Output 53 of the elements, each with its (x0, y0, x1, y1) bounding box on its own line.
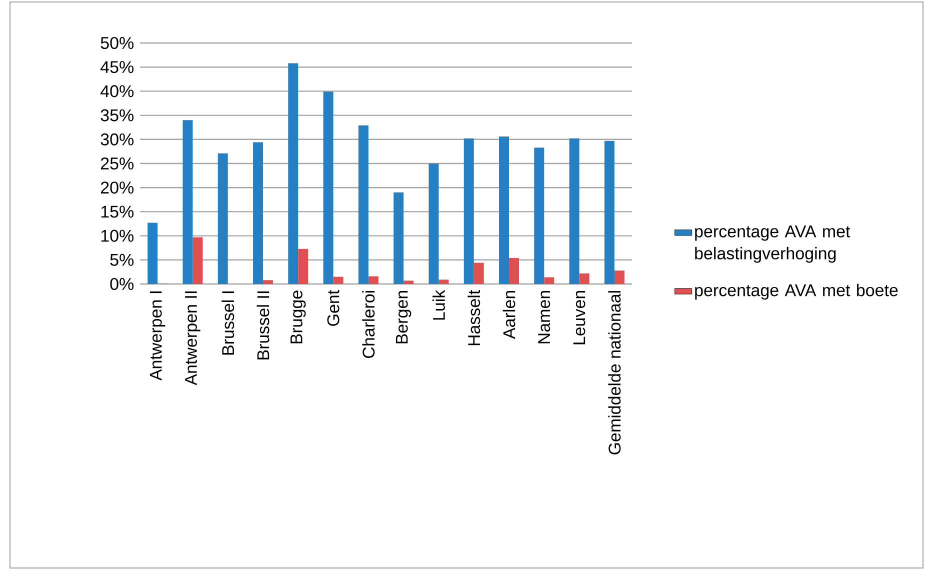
x-tick-label: Leuven (573, 290, 586, 344)
bar (323, 92, 334, 284)
bar (509, 258, 520, 284)
bar (534, 148, 544, 284)
y-tick-label: 50% (100, 36, 134, 50)
y-tick-label: 35% (100, 109, 134, 122)
bar (182, 120, 193, 284)
bar (192, 237, 203, 284)
y-tick-label: 10% (101, 230, 134, 242)
x-tick-label: Aarlen (502, 290, 516, 339)
bar (464, 138, 474, 284)
bar (288, 63, 298, 284)
bar (253, 142, 264, 284)
x-tick-label: Brussel II (256, 291, 270, 360)
x-tick-label: Luik (432, 290, 445, 320)
x-tick-label: Brussel I (222, 291, 234, 355)
bar (263, 280, 274, 284)
y-tick-label: 40% (100, 85, 134, 98)
y-tick-label: 25% (100, 157, 134, 170)
bar (148, 222, 158, 284)
bar (218, 153, 228, 284)
y-tick-label: 5% (110, 254, 134, 266)
bar (438, 280, 449, 284)
bar (404, 280, 414, 284)
x-tick-label: Namen (538, 290, 550, 344)
bar (499, 136, 510, 284)
bar (569, 138, 580, 284)
bar (428, 164, 439, 284)
bar (394, 192, 404, 284)
bar (579, 273, 590, 284)
bar (544, 277, 554, 284)
bar (604, 140, 614, 284)
x-tick-label: Antwerpen I (150, 291, 166, 381)
bar (614, 270, 624, 284)
x-tick-label: Hasselt (468, 290, 480, 346)
legend-label: percentage AVA met boete (695, 284, 898, 300)
bar (358, 125, 368, 284)
x-tick-label: Antwerpen II (185, 291, 200, 386)
x-tick-label: Charleroi (362, 291, 375, 358)
bar (368, 276, 378, 284)
bar (298, 248, 308, 284)
x-tick-label: Bergen (396, 290, 412, 344)
x-tick-label: Gemiddelde nationaal (608, 291, 621, 454)
y-tick-label: 30% (100, 133, 134, 146)
bar (333, 276, 344, 284)
bar (474, 262, 484, 284)
y-tick-label: 20% (100, 182, 134, 194)
legend-label: percentage AVA met belastingverhoging (695, 226, 850, 263)
y-tick-label: 15% (101, 206, 134, 218)
x-tick-label: Brugge (290, 290, 306, 344)
x-tick-label: Gent (327, 290, 340, 326)
y-tick-label: 0% (110, 278, 134, 290)
y-tick-label: 45% (100, 61, 134, 74)
